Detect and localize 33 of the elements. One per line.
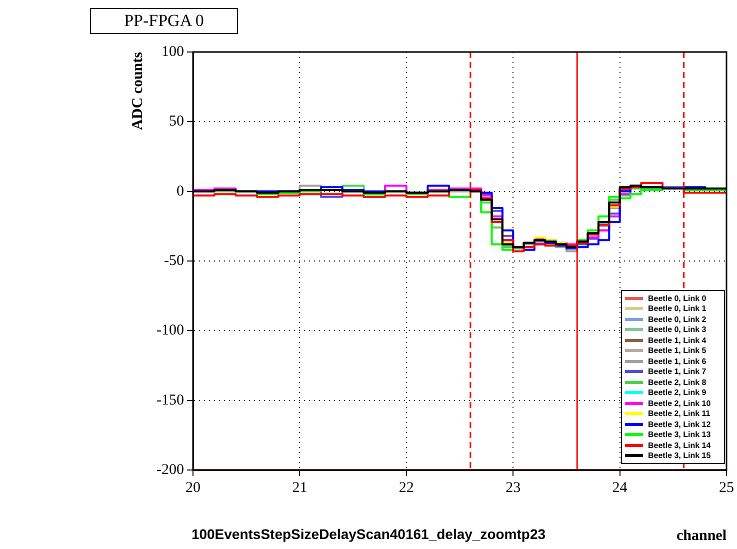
legend-label: Beetle 0, Link 1 (648, 304, 706, 314)
x-tick-label: 23 (506, 480, 521, 496)
y-axis-title: ADC counts (130, 52, 146, 130)
text: 100EventsStepSizeDelayScan40161_delay_zoomtp23 (191, 526, 546, 542)
x-tick-label: 22 (398, 480, 414, 496)
legend-label: Beetle 1, Link 5 (648, 346, 706, 356)
legend-label: Beetle 1, Link 6 (648, 356, 706, 366)
legend-label: Beetle 3, Link 13 (648, 430, 711, 440)
x-tick-label: 21 (292, 480, 308, 496)
chart-title: PP-FPGA 0 (90, 8, 238, 34)
y-tick-label: -200 (156, 462, 184, 478)
legend-label: Beetle 2, Link 8 (648, 378, 706, 387)
legend-label: Beetle 3, Link 14 (648, 440, 711, 450)
y-tick-label: -50 (164, 252, 184, 269)
x-tick-label: 20 (186, 480, 200, 496)
y-tick-label: -150 (156, 392, 184, 408)
legend-label: Beetle 0, Link 0 (648, 294, 706, 303)
x-axis-title: channel (676, 528, 726, 544)
legend-label: Beetle 0, Link 3 (648, 325, 706, 334)
y-tick-label: 100 (162, 44, 184, 60)
y-tick-label: -100 (156, 322, 184, 339)
legend-label: Beetle 2, Link 9 (648, 388, 706, 398)
legend-label: Beetle 0, Link 2 (648, 314, 706, 324)
legend-label: Beetle 3, Link 15 (648, 451, 711, 460)
x-tick-label: 24 (612, 480, 628, 496)
x-tick-label: 25 (719, 480, 734, 496)
y-tick-label: 50 (169, 114, 184, 130)
legend-label: Beetle 1, Link 4 (648, 336, 706, 345)
y-tick-label: 0 (176, 183, 184, 200)
legend-label: Beetle 2, Link 11 (648, 409, 710, 418)
legend-label: Beetle 1, Link 7 (648, 367, 706, 376)
legend-label: Beetle 2, Link 10 (648, 398, 711, 408)
legend-label: Beetle 3, Link 12 (648, 420, 711, 429)
